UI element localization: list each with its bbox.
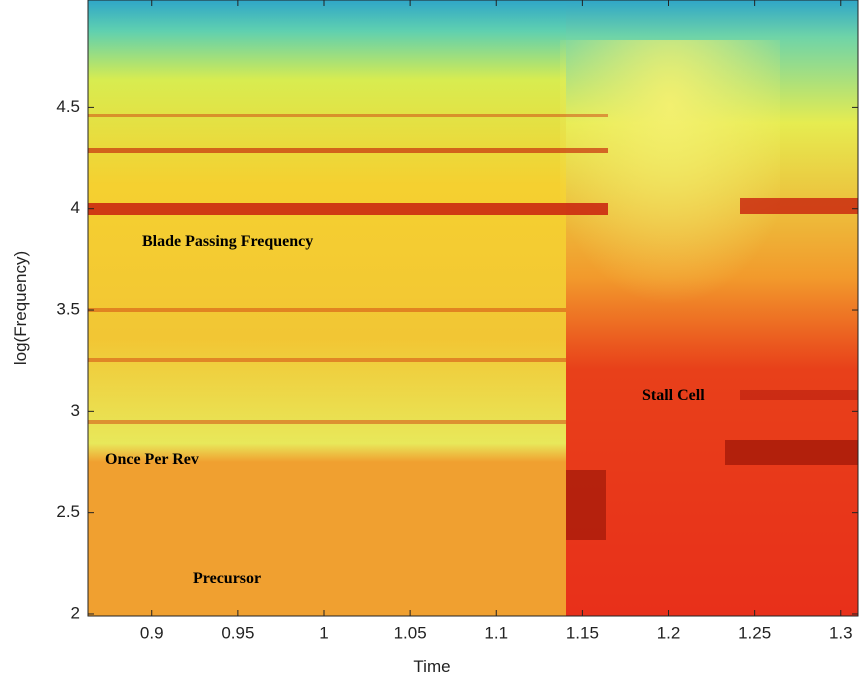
plot-frame xyxy=(87,0,859,617)
x-tick-label: 1.15 xyxy=(566,623,599,642)
spectrogram-band xyxy=(88,308,566,312)
y-tick-label: 2 xyxy=(71,603,80,622)
annotation: Once Per Rev xyxy=(105,451,199,468)
annotation: Blade Passing Frequency xyxy=(142,233,313,250)
spectrogram-band xyxy=(725,440,858,465)
y-tick-label: 3.5 xyxy=(56,300,80,319)
spectrogram-band xyxy=(88,114,608,117)
x-tick-label: 1.3 xyxy=(829,623,853,642)
annotation: Precursor xyxy=(193,570,261,587)
annotation: Stall Cell xyxy=(642,387,705,404)
x-tick-label: 1.25 xyxy=(738,623,771,642)
y-tick-label: 3 xyxy=(71,401,80,420)
x-tick-label: 1.05 xyxy=(394,623,427,642)
spectrogram-band xyxy=(740,198,858,214)
x-axis-label: Time xyxy=(413,657,450,676)
spectrogram-band xyxy=(88,420,566,424)
x-tick-label: 1.1 xyxy=(484,623,508,642)
y-tick-label: 4 xyxy=(71,198,80,217)
spectrogram-band xyxy=(88,358,566,362)
spectrogram-band xyxy=(566,470,606,540)
x-tick-label: 1 xyxy=(319,623,328,642)
x-tick-label: 0.95 xyxy=(221,623,254,642)
spectrogram-band xyxy=(740,390,858,400)
x-tick-label: 0.9 xyxy=(140,623,164,642)
y-axis-label: log(Frequency) xyxy=(11,251,30,365)
y-tick-label: 2.5 xyxy=(56,502,80,521)
spectrogram xyxy=(88,0,858,616)
x-tick-label: 1.2 xyxy=(657,623,681,642)
y-tick-label: 4.5 xyxy=(56,97,80,116)
spectrogram-band xyxy=(88,148,608,153)
spectrogram-band xyxy=(88,203,608,215)
